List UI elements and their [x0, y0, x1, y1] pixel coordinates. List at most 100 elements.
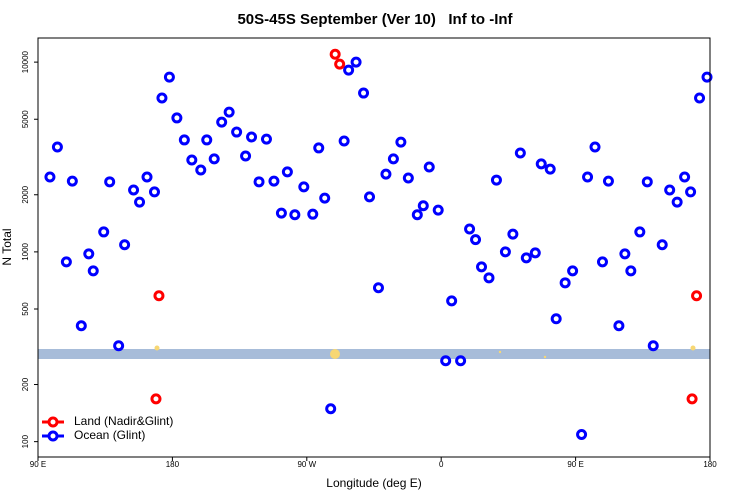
data-point	[364, 191, 376, 203]
data-point	[411, 209, 423, 221]
data-point	[520, 252, 532, 264]
data-point	[634, 226, 646, 238]
data-point	[338, 135, 350, 147]
data-point	[440, 355, 452, 367]
legend-label: Land (Nadir&Glint)	[74, 414, 173, 428]
legend-label: Ocean (Glint)	[74, 428, 145, 442]
flag-markers	[154, 345, 696, 359]
y-tick-label: 200	[21, 377, 30, 391]
data-point	[253, 176, 265, 188]
data-point	[576, 429, 588, 441]
data-point	[60, 256, 72, 268]
data-point	[499, 246, 511, 258]
data-point	[307, 208, 319, 220]
data-point	[423, 161, 435, 173]
data-point	[625, 265, 637, 277]
data-point	[98, 226, 110, 238]
data-point	[694, 92, 706, 104]
data-point	[51, 141, 63, 153]
data-point	[195, 164, 207, 176]
data-point	[613, 320, 625, 332]
data-point	[455, 355, 467, 367]
data-point	[358, 87, 370, 99]
data-point	[128, 184, 140, 196]
data-point	[490, 174, 502, 186]
data-point	[153, 290, 165, 302]
data-point	[163, 71, 175, 83]
data-point	[44, 171, 56, 183]
data-point	[550, 313, 562, 325]
data-point	[334, 58, 346, 70]
legend-marker	[47, 416, 59, 428]
data-point	[329, 48, 341, 60]
data-point	[664, 184, 676, 196]
data-point	[156, 92, 168, 104]
data-point	[208, 153, 220, 165]
data-point	[313, 142, 325, 154]
data-point	[701, 71, 713, 83]
data-point	[350, 56, 362, 68]
data-point	[476, 261, 488, 273]
data-point	[514, 147, 526, 159]
x-tick-label: 180	[166, 460, 180, 469]
data-point	[417, 200, 429, 212]
data-point	[559, 277, 571, 289]
data-point	[134, 196, 146, 208]
data-point	[240, 150, 252, 162]
data-point	[268, 175, 280, 187]
data-point	[246, 131, 258, 143]
data-point	[464, 223, 476, 235]
data-point	[178, 134, 190, 146]
data-point	[372, 282, 384, 294]
data-point	[231, 126, 243, 138]
data-point	[281, 166, 293, 178]
data-point	[596, 256, 608, 268]
data-point	[325, 403, 337, 415]
data-point	[641, 176, 653, 188]
flag-band	[38, 349, 710, 359]
data-point	[343, 64, 355, 76]
data-point	[104, 176, 116, 188]
data-point	[432, 204, 444, 216]
data-point	[171, 112, 183, 124]
data-point	[529, 247, 541, 259]
data-point	[685, 186, 697, 198]
data-point	[656, 239, 668, 251]
data-point	[589, 141, 601, 153]
y-axis-label: N Total	[0, 228, 14, 265]
chart-title: 50S-45S September (Ver 10) Inf to -Inf	[237, 11, 513, 28]
data-point	[679, 171, 691, 183]
data-point	[289, 209, 301, 221]
x-tick-label: 90 W	[297, 460, 316, 469]
y-tick-label: 2000	[21, 185, 30, 203]
data-point	[446, 295, 458, 307]
data-point	[216, 116, 228, 128]
data-point	[201, 134, 213, 146]
data-point	[395, 136, 407, 148]
legend-marker	[47, 430, 59, 442]
data-point	[380, 168, 392, 180]
data-point	[402, 172, 414, 184]
y-tick-label: 100	[21, 434, 30, 448]
x-tick-label: 180	[703, 460, 717, 469]
data-point	[186, 154, 198, 166]
y-tick-label: 10000	[21, 50, 30, 73]
x-tick-label: 0	[439, 460, 444, 469]
data-point	[260, 133, 272, 145]
x-tick-label: 90 E	[567, 460, 583, 469]
x-tick-label: 90 E	[30, 460, 46, 469]
data-point	[83, 248, 95, 260]
y-tick-label: 1000	[21, 242, 30, 260]
data-point	[113, 340, 125, 352]
data-point	[66, 175, 78, 187]
data-point	[647, 340, 659, 352]
data-point	[686, 393, 698, 405]
data-point	[691, 290, 703, 302]
data-point	[619, 248, 631, 260]
data-point	[387, 153, 399, 165]
data-point	[483, 272, 495, 284]
data-point	[148, 186, 160, 198]
plot-area	[44, 48, 713, 441]
data-point	[298, 181, 310, 193]
